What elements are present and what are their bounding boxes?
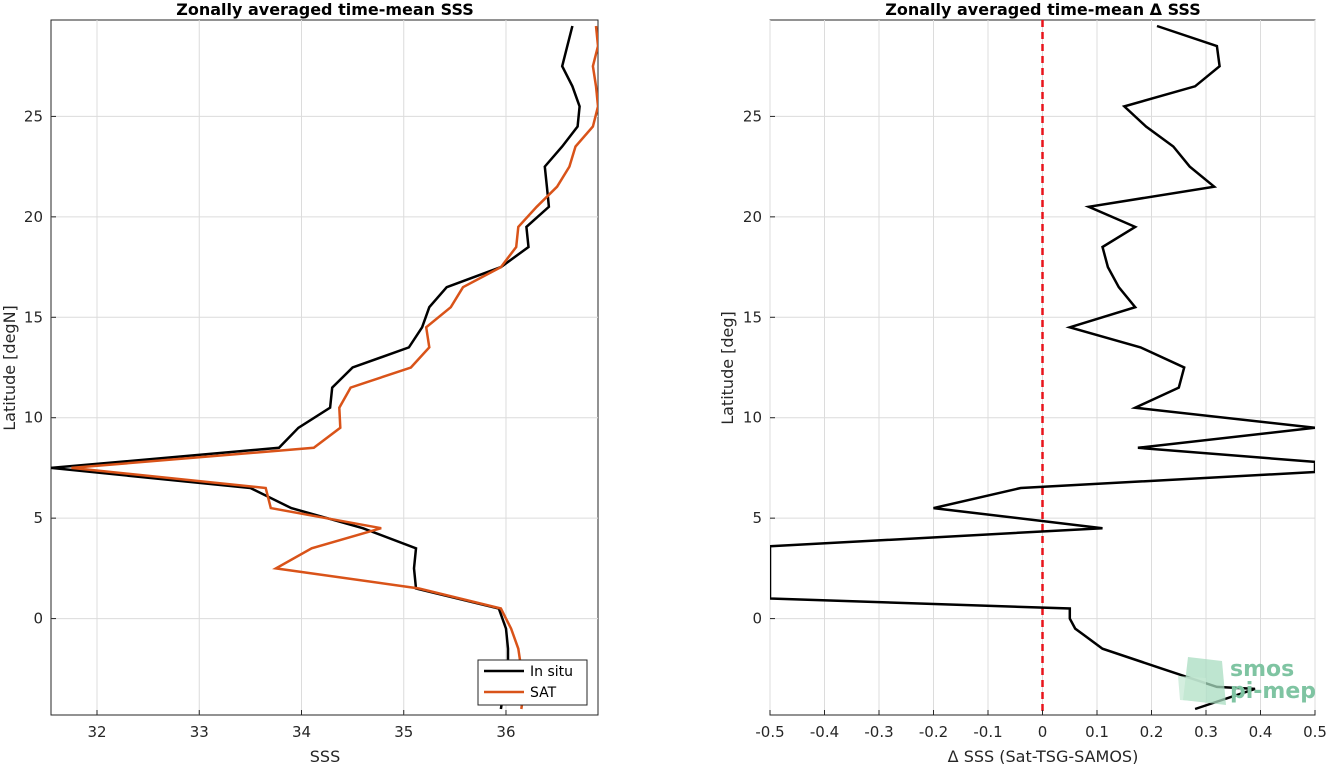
x-tick-label: 36 [496, 723, 515, 741]
sss-chart-title: Zonally averaged time-mean SSS [176, 0, 474, 19]
sss-plot-area [50, 19, 599, 716]
x-tick-label: 0.1 [1085, 723, 1109, 741]
y-tick-label: 20 [743, 208, 762, 226]
sss-y-ticks: 0 5 10 15 20 25 [24, 107, 56, 628]
y-tick-label: 5 [33, 509, 43, 527]
x-tick-label: 0.2 [1140, 723, 1164, 741]
x-tick-label: 32 [87, 723, 106, 741]
y-tick-label: 5 [752, 509, 762, 527]
sss-series [51, 25, 598, 710]
delta-sss-x-axis-label: Δ SSS (Sat-TSG-SAMOS) [948, 747, 1139, 764]
y-tick-label: 15 [743, 308, 762, 326]
legend-sat-label: SAT [530, 685, 557, 701]
x-tick-label: 33 [190, 723, 209, 741]
y-tick-label: 0 [752, 610, 762, 628]
sss-x-axis-label: SSS [310, 747, 340, 764]
sss-x-ticks: 32 33 34 35 36 [87, 710, 516, 741]
sss-panel: 32 33 34 35 36 0 5 10 15 20 25 Zonally averaged t… [0, 0, 599, 764]
x-tick-label: -0.5 [755, 723, 784, 741]
delta-sss-x-ticks: -0.5 -0.4 -0.3 -0.2 -0.1 0 0.1 0.2 0.3 0.4 0.5 [755, 710, 1327, 741]
delta-sss-panel: smos pi-mep -0.5 -0.4 -0.3 -0.2 -0.1 0 0.1 0.2 0… [718, 0, 1327, 764]
x-tick-label: -0.4 [810, 723, 839, 741]
sss-y-axis-label: Latitude [degN] [0, 305, 19, 431]
y-tick-label: 10 [743, 409, 762, 427]
x-tick-label: 0 [1038, 723, 1048, 741]
delta-sss-y-ticks: 0 5 10 15 20 25 [743, 107, 775, 628]
smos-pi-mep-logo: smos pi-mep [1178, 657, 1316, 705]
x-tick-label: 0.5 [1303, 723, 1327, 741]
sss-legend: In situ SAT [477, 659, 588, 706]
sss-grid [51, 20, 598, 715]
x-tick-label: 34 [292, 723, 311, 741]
y-tick-label: 10 [24, 409, 43, 427]
delta-sss-chart-title: Zonally averaged time-mean Δ SSS [885, 0, 1201, 19]
legend-in-situ-label: In situ [530, 664, 573, 680]
series-line-delta [770, 24, 1315, 711]
logo-shape-icon [1178, 676, 1206, 702]
logo-text-pi-mep: pi-mep [1230, 679, 1316, 704]
series-line-sat [71, 25, 598, 710]
x-tick-label: -0.2 [919, 723, 948, 741]
x-tick-label: 0.3 [1194, 723, 1218, 741]
y-tick-label: 15 [24, 308, 43, 326]
delta-sss-series [770, 24, 1315, 711]
x-tick-label: -0.3 [864, 723, 893, 741]
legend-box [477, 659, 588, 706]
x-tick-label: -0.1 [973, 723, 1002, 741]
y-tick-label: 0 [33, 610, 43, 628]
x-tick-label: 35 [394, 723, 413, 741]
delta-sss-y-axis-label: Latitude [deg] [718, 311, 737, 425]
y-tick-label: 25 [24, 107, 43, 125]
x-tick-label: 0.4 [1249, 723, 1273, 741]
logo-text-smos: smos [1230, 657, 1294, 682]
y-tick-label: 20 [24, 208, 43, 226]
y-tick-label: 25 [743, 107, 762, 125]
